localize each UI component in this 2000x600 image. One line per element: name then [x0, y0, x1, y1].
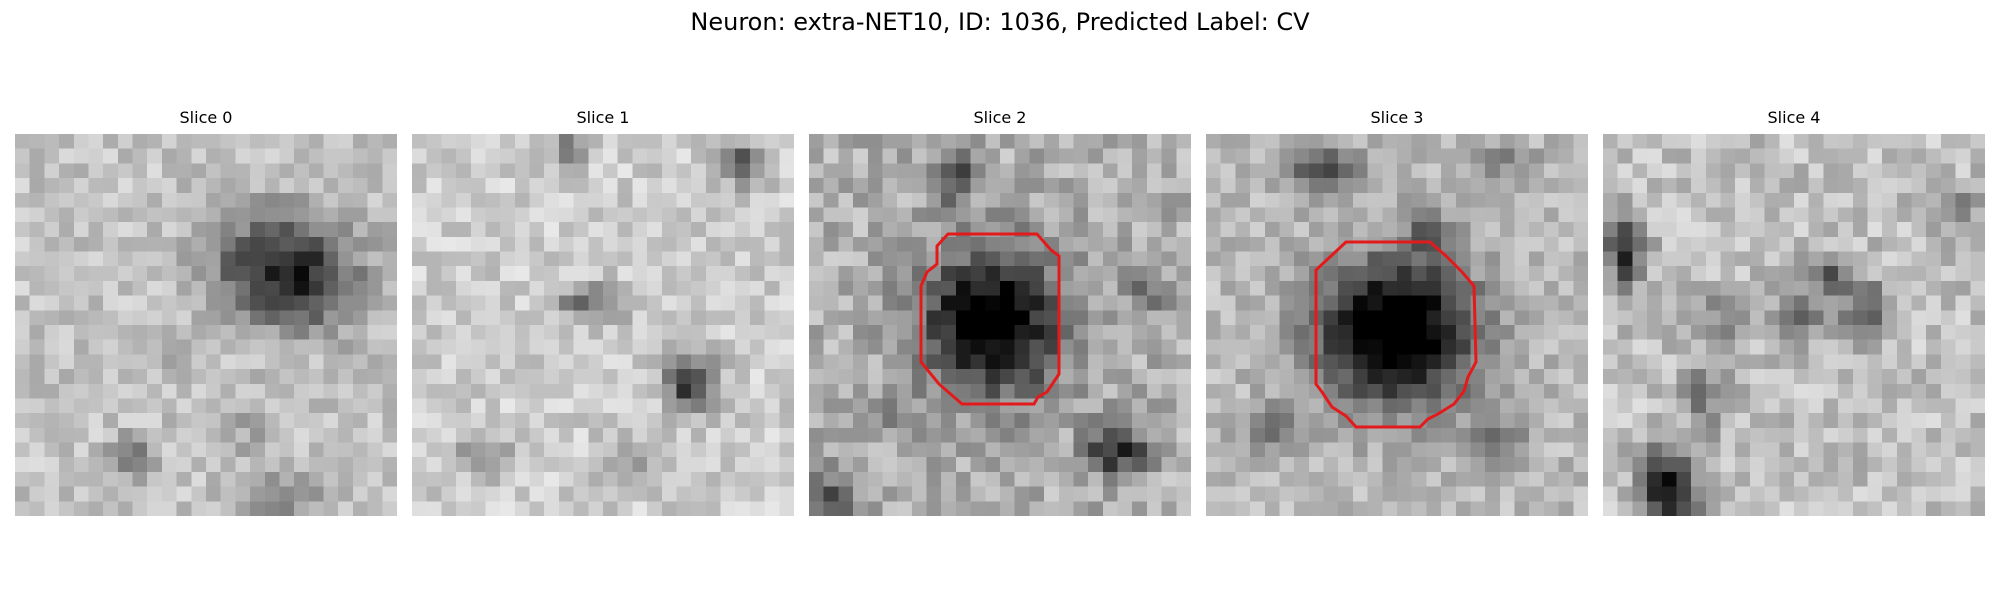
cell-contour-overlay-3	[1314, 240, 1478, 429]
slice-panel-0: Slice 0	[15, 108, 397, 516]
slice-image-2	[809, 134, 1191, 516]
cell-contour-3	[1314, 240, 1478, 429]
slice-title-4: Slice 4	[1767, 108, 1821, 127]
slice-image-3	[1206, 134, 1588, 516]
slice-image-0	[15, 134, 397, 516]
slice-title-3: Slice 3	[1370, 108, 1424, 127]
cell-contour-overlay-2	[919, 232, 1061, 406]
slice-panel-3: Slice 3	[1206, 108, 1588, 516]
slice-panel-1: Slice 1	[412, 108, 794, 516]
figure-title: Neuron: extra-NET10, ID: 1036, Predicted…	[690, 8, 1310, 36]
slice-panel-2: Slice 2	[809, 108, 1191, 516]
slice-title-0: Slice 0	[179, 108, 233, 127]
slice-title-1: Slice 1	[576, 108, 630, 127]
cell-contour-2	[919, 232, 1061, 406]
slice-panel-4: Slice 4	[1603, 108, 1985, 516]
slice-image-1	[412, 134, 794, 516]
slice-image-4	[1603, 134, 1985, 516]
slice-title-2: Slice 2	[973, 108, 1027, 127]
